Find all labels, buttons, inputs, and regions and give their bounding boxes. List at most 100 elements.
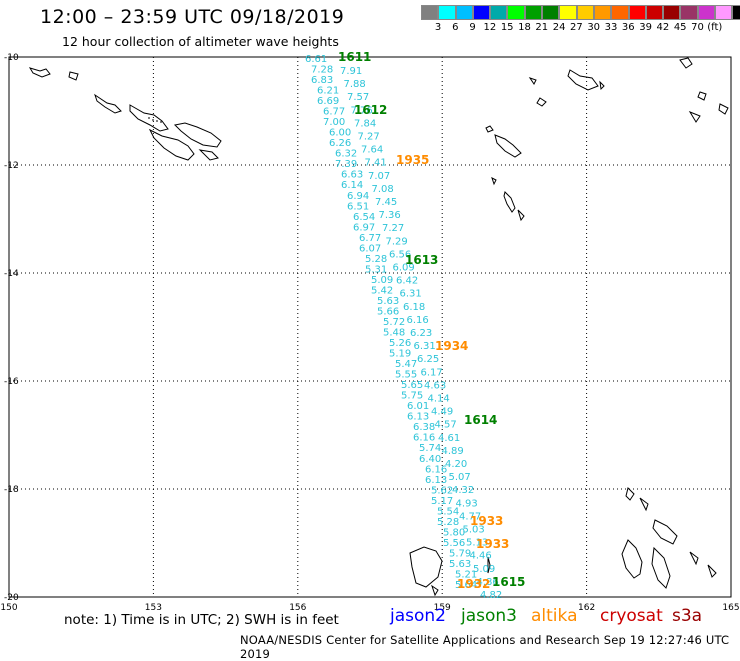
swh-value: 6.32 bbox=[335, 149, 357, 160]
swh-value: 7.28 bbox=[311, 65, 333, 76]
footer-credit: NOAA/NESDIS Center for Satellite Applica… bbox=[240, 633, 730, 661]
footer-note: note: 1) Time is in UTC; 2) SWH is in fe… bbox=[64, 612, 339, 628]
pass-labels: 1611 1612 1935 1613 1934 1614 1933 1933 1932 1615 bbox=[338, 50, 525, 591]
swh-value: 6.31 bbox=[414, 341, 436, 352]
swh-value: 5.28 bbox=[437, 517, 459, 528]
swh-value: 6.38 bbox=[413, 422, 435, 433]
swh-value: 5.56 bbox=[443, 538, 465, 549]
swh-value: 4.82 bbox=[480, 590, 502, 601]
legend-altika: altika bbox=[531, 606, 578, 626]
scale-swatch bbox=[663, 5, 681, 20]
swh-value: 5.65 bbox=[401, 380, 423, 391]
scale-label: 33 bbox=[604, 22, 618, 33]
swh-value: 5.09 bbox=[371, 275, 393, 286]
scale-swatch bbox=[715, 5, 733, 20]
lon-tick-label: 150 bbox=[0, 603, 17, 613]
scale-label: 36 bbox=[621, 22, 635, 33]
lat-tick-label: -14 bbox=[4, 269, 19, 279]
scale-swatch bbox=[507, 5, 525, 20]
swh-value: 6.54 bbox=[353, 212, 375, 223]
swh-value: 5.17 bbox=[431, 496, 453, 507]
swh-value: 5.26 bbox=[389, 338, 411, 349]
swh-value: 4.61 bbox=[438, 433, 460, 444]
scale-swatch bbox=[732, 5, 740, 20]
pass-label: 1615 bbox=[492, 575, 525, 589]
swh-value: 7.07 bbox=[368, 171, 390, 182]
pass-label: 1933 bbox=[476, 537, 509, 551]
lon-tick-label: 159 bbox=[434, 603, 451, 613]
swh-value: 6.97 bbox=[353, 222, 375, 233]
scale-label: 6 bbox=[452, 22, 459, 33]
swh-value: 6.17 bbox=[421, 367, 443, 378]
scale-label: 45 bbox=[673, 22, 687, 33]
swh-value: 5.75 bbox=[401, 391, 423, 402]
scale-label: 21 bbox=[535, 22, 549, 33]
lat-tick-label: -18 bbox=[4, 485, 19, 495]
axis-tick-labels: 150 153 156 159 162 165 -10 -12 -14 -16 -18 -20 bbox=[0, 53, 739, 613]
swh-value: 6.83 bbox=[311, 75, 333, 86]
scale-label: (ft) bbox=[707, 22, 723, 33]
scale-label: 15 bbox=[500, 22, 514, 33]
swh-value: 6.23 bbox=[410, 328, 432, 339]
scale-swatch bbox=[421, 5, 439, 20]
swh-value: 5.74 bbox=[419, 443, 441, 454]
scale-swatch bbox=[542, 5, 560, 20]
swh-value: 6.16 bbox=[425, 464, 447, 475]
swh-value: 5.55 bbox=[395, 370, 417, 381]
pass-label: 1933 bbox=[470, 514, 503, 528]
swh-value: 4.49 bbox=[431, 407, 453, 418]
swh-value: 7.27 bbox=[382, 223, 404, 234]
scale-swatch bbox=[576, 5, 594, 20]
swh-value: 6.40 bbox=[419, 454, 441, 465]
swh-value: 5.64 bbox=[455, 580, 477, 591]
swh-value: 7.88 bbox=[344, 79, 366, 90]
swh-value: 6.00 bbox=[329, 128, 351, 139]
pass-label: 1612 bbox=[354, 103, 387, 117]
swh-value: 6.61 bbox=[305, 54, 327, 65]
swh-value: 6.16 bbox=[407, 315, 429, 326]
scale-swatch bbox=[680, 5, 698, 20]
swh-value: 7.57 bbox=[347, 92, 369, 103]
swh-value: 5.63 bbox=[449, 559, 471, 570]
pass-label: 1611 bbox=[338, 50, 371, 64]
scale-swatch bbox=[524, 5, 543, 20]
scale-label: 39 bbox=[639, 22, 652, 33]
swh-value: 5.13 bbox=[466, 538, 488, 549]
color-scale-bar bbox=[421, 5, 740, 20]
scale-label: 9 bbox=[469, 22, 476, 33]
swh-value: 6.42 bbox=[396, 276, 418, 287]
swh-value: 6.14 bbox=[341, 180, 363, 191]
scale-label: 70 bbox=[691, 22, 704, 33]
scale-label: 27 bbox=[570, 22, 583, 33]
swh-value: 7.91 bbox=[340, 66, 362, 77]
swh-value: 5.79 bbox=[449, 548, 471, 559]
legend-cryosat: cryosat bbox=[600, 606, 663, 626]
swh-value: 7.29 bbox=[386, 236, 408, 247]
scale-label: 12 bbox=[483, 22, 497, 33]
swh-value: 4.20 bbox=[445, 459, 467, 470]
pass-label: 1614 bbox=[464, 413, 497, 427]
swh-value: 5.09 bbox=[473, 564, 495, 575]
swh-value: 6.26 bbox=[329, 138, 351, 149]
swh-value: 5.54 bbox=[437, 506, 459, 517]
swh-value: 5.47 bbox=[395, 359, 417, 370]
swh-value: 7.39 bbox=[335, 159, 357, 170]
swh-value: 6.56 bbox=[389, 249, 411, 260]
swh-value: 7.45 bbox=[375, 197, 397, 208]
swh-value: 6.51 bbox=[347, 201, 369, 212]
swh-value: 4.93 bbox=[456, 498, 478, 509]
lat-tick-label: -12 bbox=[4, 161, 19, 171]
swh-value: 4.89 bbox=[442, 446, 464, 457]
swh-value: 7.41 bbox=[365, 158, 387, 169]
swh-value: 5.21 bbox=[455, 569, 477, 580]
swh-value: 6.94 bbox=[347, 191, 369, 202]
coastlines bbox=[28, 57, 729, 597]
swh-value: 6.16 bbox=[413, 433, 435, 444]
lat-lon-grid bbox=[9, 57, 731, 597]
pass-label: 1934 bbox=[435, 339, 468, 353]
lat-tick-label: -20 bbox=[4, 593, 19, 603]
legend-jason3: jason3 bbox=[461, 606, 517, 626]
pass-label: 1613 bbox=[405, 253, 438, 267]
scale-swatch bbox=[559, 5, 577, 20]
